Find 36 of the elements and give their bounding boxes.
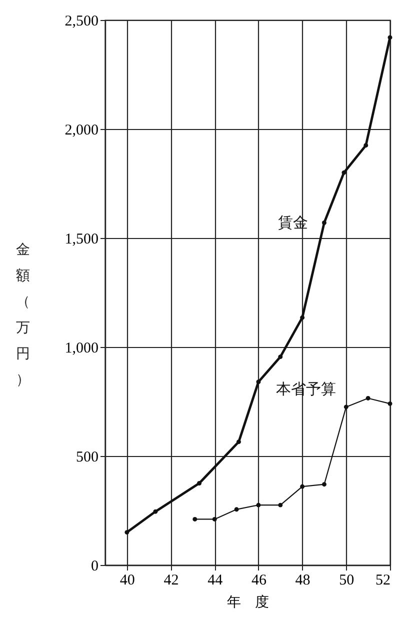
point	[124, 530, 130, 535]
point	[212, 516, 217, 522]
point	[322, 482, 326, 487]
point	[344, 404, 348, 410]
x-tick-label: 44	[208, 572, 224, 588]
x-tick-label: 40	[120, 572, 135, 588]
y-tick-label: 0	[91, 558, 98, 574]
y-tick-label: 1,500	[64, 232, 98, 248]
x-tick-label: 50	[339, 572, 354, 588]
point	[256, 380, 261, 384]
point	[234, 507, 239, 512]
point	[322, 220, 326, 225]
point	[342, 170, 346, 175]
point	[278, 502, 283, 508]
x-tick-label: 52	[376, 572, 390, 588]
x-axis-title: 年 度	[227, 594, 269, 610]
x-tick-label: 42	[164, 572, 179, 588]
point	[197, 481, 202, 486]
point	[300, 484, 305, 489]
y-tick-label: 2,000	[64, 122, 98, 138]
point	[388, 35, 392, 40]
point	[153, 509, 158, 514]
point	[236, 440, 241, 444]
y-axis-title: 金額（万円）	[16, 242, 30, 388]
y-tick-label: 1,000	[64, 340, 98, 356]
y-tick-label: 500	[76, 450, 98, 466]
point	[366, 396, 370, 400]
point	[388, 401, 392, 406]
point	[300, 315, 305, 320]
point	[364, 143, 368, 148]
x-tick-label: 48	[295, 572, 310, 588]
point	[278, 354, 283, 360]
point	[192, 516, 198, 522]
x-tick-label: 46	[251, 572, 267, 588]
point	[256, 502, 261, 508]
y-tick-label: 2,500	[64, 14, 98, 30]
